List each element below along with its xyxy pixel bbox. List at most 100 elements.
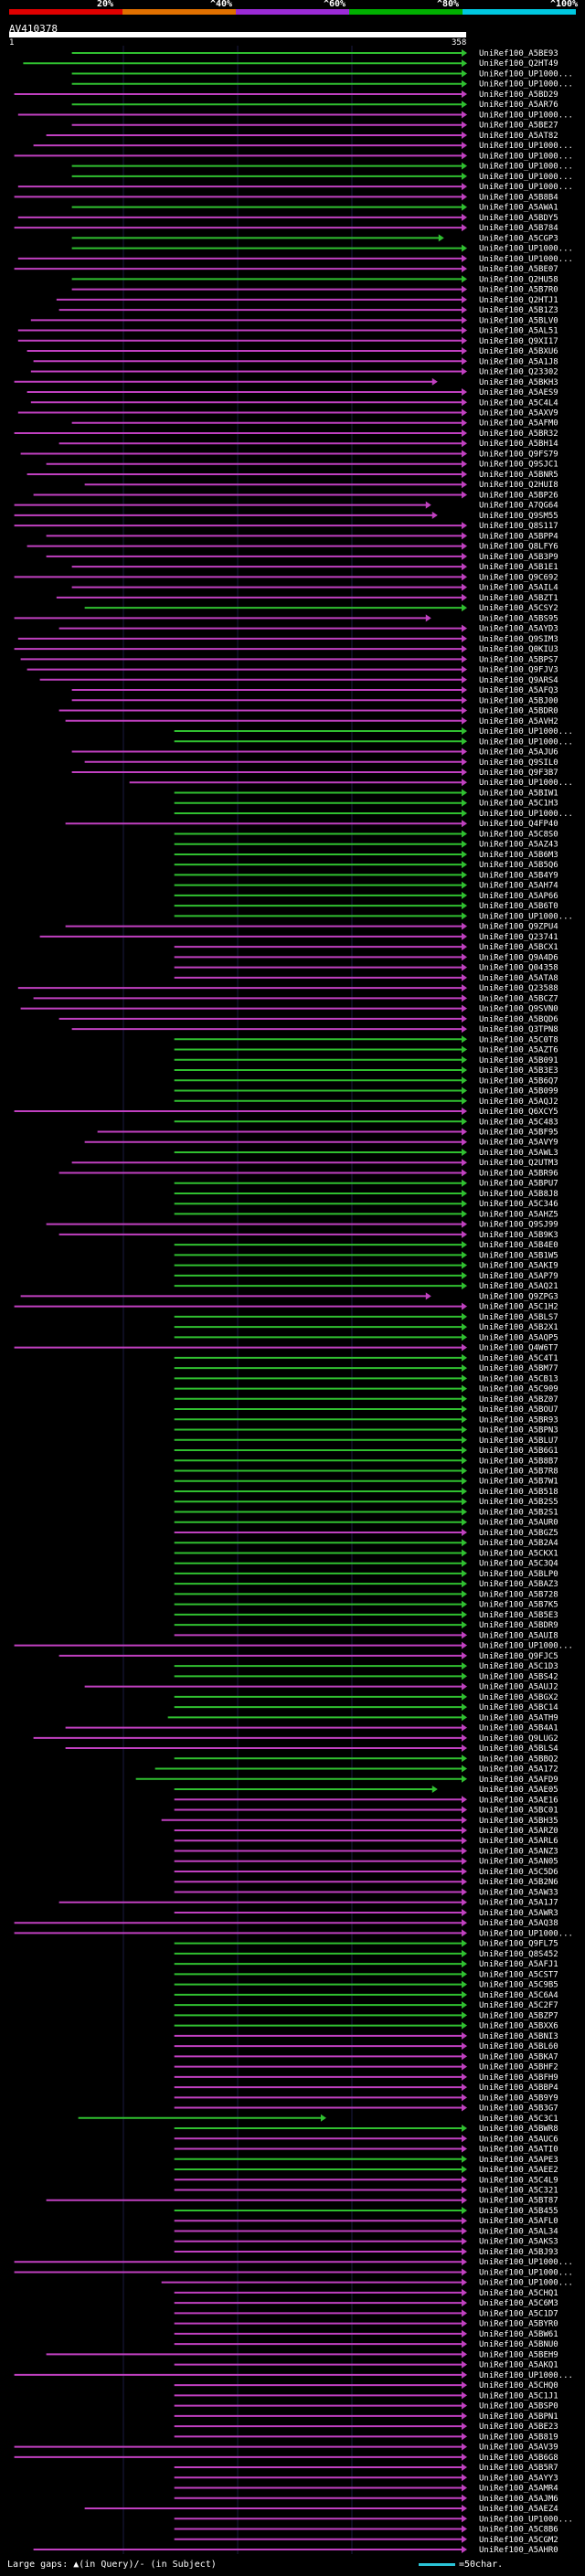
hit-label[interactable]: UniRef100_A5B4Y9 [479, 871, 558, 880]
hit-label[interactable]: UniRef100_A5B6M3 [479, 851, 558, 860]
hit-label[interactable]: UniRef100_Q9SIL0 [479, 758, 558, 768]
hit-label[interactable]: UniRef100_Q23302 [479, 368, 558, 377]
hit-label[interactable]: UniRef100_A5BBP4 [479, 2083, 558, 2093]
hit-label[interactable]: UniRef100_A5AEE2 [479, 2166, 558, 2175]
hit-label[interactable]: UniRef100_A5AQ21 [479, 1282, 558, 1291]
hit-label[interactable]: UniRef100_A5BJ93 [479, 2248, 558, 2257]
hit-label[interactable]: UniRef100_A5CB13 [479, 1374, 558, 1383]
hit-label[interactable]: UniRef100_A5B6T0 [479, 902, 558, 911]
hit-label[interactable]: UniRef100_A5BE23 [479, 2422, 558, 2432]
hit-label[interactable]: UniRef100_A5B2S1 [479, 1508, 558, 1517]
hit-label[interactable]: UniRef100_A5C4T1 [479, 1354, 558, 1363]
hit-label[interactable]: UniRef100_A5B2A4 [479, 1539, 558, 1548]
hit-label[interactable]: UniRef100_A5B6G1 [479, 1447, 558, 1456]
hit-label[interactable]: UniRef100_Q8S117 [479, 522, 558, 531]
hit-label[interactable]: UniRef100_A5B1W5 [479, 1251, 558, 1260]
hit-label[interactable]: UniRef100_Q2HU58 [479, 275, 558, 284]
hit-label[interactable]: UniRef100_A5BXX6 [479, 2022, 558, 2031]
hit-label[interactable]: UniRef100_A5BT87 [479, 2197, 558, 2206]
hit-label[interactable]: UniRef100_A5AFD9 [479, 1776, 558, 1785]
hit-label[interactable]: UniRef100_Q9SJC1 [479, 461, 558, 470]
hit-label[interactable]: UniRef100_A5AWL3 [479, 1149, 558, 1158]
hit-label[interactable]: UniRef100_A5BC14 [479, 1703, 558, 1712]
hit-label[interactable]: UniRef100_A5C2F7 [479, 2001, 558, 2010]
hit-label[interactable]: UniRef100_A5B5Q6 [479, 861, 558, 870]
hit-label[interactable]: UniRef100_A5BLS7 [479, 1313, 558, 1322]
hit-label[interactable]: UniRef100_A5AUR0 [479, 1519, 558, 1528]
hit-label[interactable]: UniRef100_A5BF95 [479, 1128, 558, 1137]
hit-label[interactable]: UniRef100_A5AZ43 [479, 841, 558, 850]
hit-label[interactable]: UniRef100_Q6XCY5 [479, 1108, 558, 1117]
hit-label[interactable]: UniRef100_A5BR93 [479, 1415, 558, 1425]
hit-label[interactable]: UniRef100_Q4W6T7 [479, 1344, 558, 1353]
hit-label[interactable]: UniRef100_A5C1D3 [479, 1662, 558, 1671]
hit-label[interactable]: UniRef100_A5ARZ0 [479, 1827, 558, 1836]
hit-label[interactable]: UniRef100_Q9ARS4 [479, 676, 558, 685]
hit-label[interactable]: UniRef100_A5C5D6 [479, 1868, 558, 1877]
hit-label[interactable]: UniRef100_UP1000... [479, 111, 573, 120]
hit-label[interactable]: UniRef100_A5BP26 [479, 491, 558, 500]
hit-label[interactable]: UniRef100_UP1000... [479, 1929, 573, 1938]
hit-label[interactable]: UniRef100_A5BPS7 [479, 655, 558, 664]
hit-label[interactable]: UniRef100_A5BDR9 [479, 1621, 558, 1630]
hit-label[interactable]: UniRef100_Q9FL75 [479, 1940, 558, 1949]
hit-label[interactable]: UniRef100_A5AKQ1 [479, 2361, 558, 2370]
hit-label[interactable]: UniRef100_A5CKX1 [479, 1549, 558, 1558]
hit-label[interactable]: UniRef100_A5ATH9 [479, 1713, 558, 1723]
hit-label[interactable]: UniRef100_A5BWR8 [479, 2125, 558, 2134]
hit-label[interactable]: UniRef100_A5APE3 [479, 2156, 558, 2165]
hit-label[interactable]: UniRef100_UP1000... [479, 2371, 573, 2380]
hit-label[interactable]: UniRef100_Q2HUI8 [479, 481, 558, 490]
hit-label[interactable]: UniRef100_A5B1Z3 [479, 306, 558, 315]
hit-label[interactable]: UniRef100_A5AW33 [479, 1888, 558, 1897]
hit-label[interactable]: UniRef100_A5B518 [479, 1488, 558, 1497]
hit-label[interactable]: UniRef100_A5AQ38 [479, 1919, 558, 1928]
hit-label[interactable]: UniRef100_A5C3C1 [479, 2115, 558, 2124]
hit-label[interactable]: UniRef100_A5B3E3 [479, 1066, 558, 1076]
hit-label[interactable]: UniRef100_A5BDY5 [479, 214, 558, 223]
hit-label[interactable]: UniRef100_A5BL60 [479, 2042, 558, 2051]
hit-label[interactable]: UniRef100_A5AJU6 [479, 748, 558, 758]
hit-label[interactable]: UniRef100_A5AWR3 [479, 1909, 558, 1918]
hit-label[interactable]: UniRef100_A5BXU6 [479, 347, 558, 356]
hit-label[interactable]: UniRef100_A5B5R7 [479, 2464, 558, 2473]
hit-label[interactable]: UniRef100_A5B2N6 [479, 1878, 558, 1887]
hit-label[interactable]: UniRef100_UP1000... [479, 142, 573, 151]
hit-label[interactable]: UniRef100_A5AFL0 [479, 2217, 558, 2226]
hit-label[interactable]: UniRef100_A5BZP7 [479, 2011, 558, 2020]
hit-label[interactable]: UniRef100_UP1000... [479, 183, 573, 192]
hit-label[interactable]: UniRef100_A5B9Y9 [479, 2094, 558, 2103]
hit-label[interactable]: UniRef100_A5BPN3 [479, 1426, 558, 1436]
hit-label[interactable]: UniRef100_A5BE27 [479, 122, 558, 131]
hit-label[interactable]: UniRef100_Q8LFY6 [479, 543, 558, 552]
hit-label[interactable]: UniRef100_A5BCX1 [479, 943, 558, 952]
hit-label[interactable]: UniRef100_A5BLS4 [479, 1744, 558, 1754]
hit-label[interactable]: UniRef100_A5BW61 [479, 2330, 558, 2339]
hit-label[interactable]: UniRef100_Q9FS79 [479, 450, 558, 459]
hit-label[interactable]: UniRef100_A5C1J1 [479, 2391, 558, 2401]
hit-label[interactable]: UniRef100_A5AKS3 [479, 2238, 558, 2247]
hit-label[interactable]: UniRef100_A5C483 [479, 1118, 558, 1127]
hit-label[interactable]: UniRef100_A5BLU7 [479, 1436, 558, 1446]
hit-label[interactable]: UniRef100_Q3TPN8 [479, 1025, 558, 1034]
hit-label[interactable]: UniRef100_A5C346 [479, 1200, 558, 1209]
hit-label[interactable]: UniRef100_A5BZ07 [479, 1395, 558, 1405]
hit-label[interactable]: UniRef100_UP1000... [479, 2515, 573, 2524]
hit-label[interactable]: UniRef100_A5C4L9 [479, 2176, 558, 2185]
hit-label[interactable]: UniRef100_Q9F3B7 [479, 769, 558, 778]
hit-label[interactable]: UniRef100_A5BHF2 [479, 2063, 558, 2072]
hit-label[interactable]: UniRef100_A5BNI3 [479, 2032, 558, 2041]
hit-label[interactable]: UniRef100_A5BM77 [479, 1364, 558, 1373]
hit-label[interactable]: UniRef100_A5BAZ3 [479, 1580, 558, 1589]
hit-label[interactable]: UniRef100_A5CHQ0 [479, 2381, 558, 2390]
hit-label[interactable]: UniRef100_A5C0T8 [479, 1035, 558, 1044]
hit-label[interactable]: UniRef100_A5AFM0 [479, 419, 558, 429]
hit-label[interactable]: UniRef100_A7QG64 [479, 502, 558, 511]
hit-label[interactable]: UniRef100_Q2UTM3 [479, 1159, 558, 1168]
hit-label[interactable]: UniRef100_Q9SM55 [479, 512, 558, 521]
hit-label[interactable]: UniRef100_A5AKI9 [479, 1262, 558, 1271]
hit-label[interactable]: UniRef100_A5B3G7 [479, 2104, 558, 2114]
hit-label[interactable]: UniRef100_A5B728 [479, 1590, 558, 1599]
hit-label[interactable]: UniRef100_A5C909 [479, 1385, 558, 1394]
hit-label[interactable]: UniRef100_A5C6A4 [479, 1991, 558, 2000]
